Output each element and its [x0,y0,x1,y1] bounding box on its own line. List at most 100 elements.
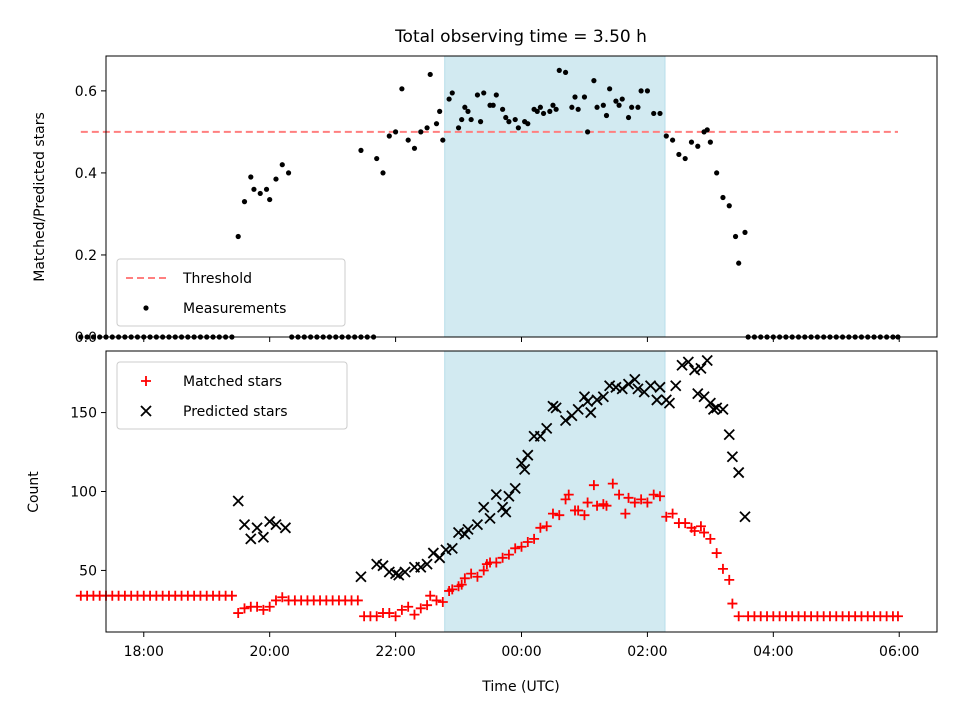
observing-window-region [444,55,666,338]
data-point [620,508,631,519]
y-tick-label: 0.4 [75,166,97,182]
data-point [437,597,448,608]
data-point [625,114,632,121]
data-point [573,505,584,516]
data-point [607,86,613,92]
data-point [270,595,281,606]
data-point [704,127,710,133]
legend-box [116,258,346,327]
data-point [569,104,575,110]
data-point [601,500,612,511]
bottom-y-axis-label: Count [26,471,42,513]
data-point [477,119,484,125]
data-point [399,86,405,92]
x-tick-label: 04:00 [753,644,793,660]
data-point [591,394,603,406]
data-point [726,451,739,463]
data-point [258,604,269,615]
data-point [503,114,509,121]
data-point [547,508,558,519]
data-point [409,609,420,620]
data-point [726,203,732,209]
data-point [616,383,628,395]
data-point [550,102,556,108]
data-point [490,489,502,501]
data-point [273,176,279,182]
data-point [603,112,610,119]
data-point [592,500,603,511]
ratio-panel: 0.0 0.2 0.4 0.6 Threshold Measurements [75,55,938,346]
data-point [629,104,635,110]
data-point [705,533,716,544]
legend-entry-threshold: Threshold [126,271,252,287]
data-point [481,90,487,96]
data-point [468,116,474,123]
data-point [663,397,676,409]
data-point [537,104,543,110]
data-point [707,403,720,416]
data-point [525,121,531,127]
data-point [462,523,474,536]
data-point [667,508,678,519]
data-point [396,604,407,615]
data-point [534,108,540,114]
legend-label: Threshold [182,271,252,287]
data-point [478,565,489,576]
legend-label: Matched stars [183,374,282,390]
data-point [446,542,458,554]
data-point [623,492,634,503]
data-point [613,98,619,104]
data-point [512,116,518,123]
data-point [680,518,691,529]
y-tick-label: 0.2 [75,248,97,264]
data-point [431,595,442,606]
data-point [676,359,688,371]
data-point [405,137,411,143]
data-point [711,548,722,559]
data-point [736,260,742,266]
data-point [676,151,682,158]
data-point [540,110,547,117]
legend-marker [143,305,149,311]
data-point [418,129,424,135]
data-point [692,387,704,400]
data-point [380,170,386,176]
data-point [556,67,562,73]
data-point [515,125,521,131]
data-point [437,108,443,114]
x-tick-label: 18:00 [124,644,164,660]
data-point [484,512,496,524]
data-point [607,478,618,489]
x-tick-label: 02:00 [627,644,667,660]
data-point [427,71,433,78]
data-point [619,96,625,102]
data-point [459,116,465,123]
observing-window-region [444,350,666,633]
y-tick-label: 0.6 [75,84,97,100]
x-tick-label: 06:00 [879,644,919,660]
data-point [358,147,364,153]
data-point [529,533,540,544]
data-point [582,497,593,508]
data-point [471,519,484,531]
data-point [554,510,565,521]
data-point [434,552,446,564]
data-point [585,406,597,419]
data-point [572,94,578,100]
data-point [581,94,588,100]
data-point [386,133,392,139]
data-point [516,541,527,552]
data-point [374,155,380,162]
count-panel: 18:00 20:00 22:00 00:00 02:00 04:00 06:00 50 100… [70,350,938,660]
data-point [581,395,594,408]
data-point [415,603,426,614]
data-point [733,466,745,479]
data-point [720,194,726,201]
data-point [491,557,502,568]
data-point [534,430,547,442]
legend: Threshold Measurements [116,258,346,327]
data-point [522,537,533,548]
data-point [654,381,666,393]
data-point [263,186,270,192]
data-point [226,590,237,601]
